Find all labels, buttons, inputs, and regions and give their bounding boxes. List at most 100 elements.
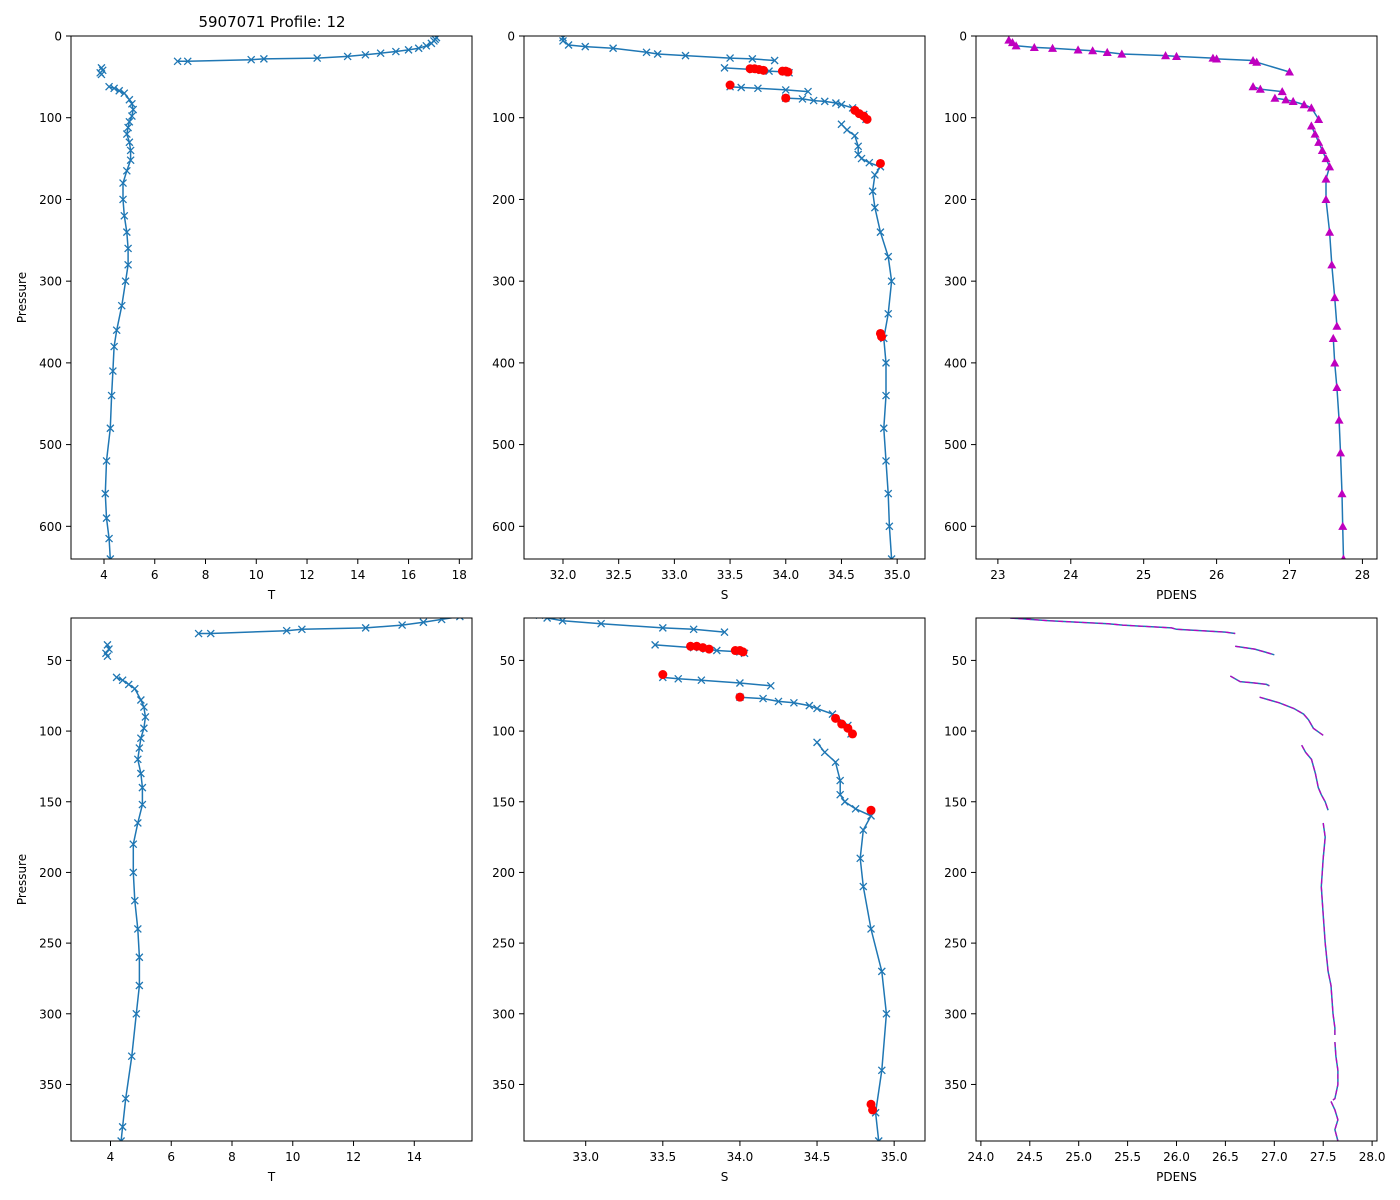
data-point-marker (559, 36, 567, 45)
series-dashed-overlay-5 (1301, 744, 1329, 811)
data-point-marker (681, 51, 690, 60)
y-tick-label: 600 (39, 520, 62, 534)
x-tick-label: 4 (107, 1150, 115, 1164)
data-point-marker (658, 623, 667, 632)
data-point-marker (805, 701, 814, 710)
panel-bottom-salinity: 33.0 33.5 34.0 34.5 35.0 50 100 150 200 250 300 350… (492, 617, 926, 1184)
data-point-marker (774, 697, 783, 706)
x-tick-label: 24.5 (1016, 1150, 1043, 1164)
x-tick-label: 32.5 (605, 568, 632, 582)
data-point-marker (1317, 145, 1327, 155)
x-tick-label: 34.5 (828, 568, 855, 582)
data-point-marker (809, 96, 818, 105)
y-tick-label: 500 (944, 438, 967, 452)
data-point-marker (1310, 129, 1320, 138)
data-point-marker (136, 696, 145, 704)
data-point-marker (877, 1066, 886, 1075)
series-dashed-overlay-8 (1330, 1101, 1339, 1141)
data-point-marker (141, 712, 150, 721)
x-tick-label: 35.0 (881, 1150, 908, 1164)
flagged-point (875, 158, 885, 168)
data-point-marker (130, 684, 139, 693)
data-point-marker (455, 618, 464, 621)
data-point-marker (882, 358, 890, 367)
data-point-marker (112, 673, 121, 682)
data-point-marker (887, 555, 896, 559)
panel-top-salinity: 32.0 32.5 33.0 33.5 34.0 34.5 35.0 0 100 200 300 40… (492, 30, 926, 602)
data-point-marker (712, 646, 721, 655)
data-point-marker (597, 619, 606, 628)
data-point-marker (124, 244, 133, 253)
data-point-marker (759, 694, 768, 703)
data-point-marker (840, 797, 849, 806)
data-point-marker (124, 260, 133, 269)
data-point-marker (1117, 49, 1127, 58)
data-point-marker (874, 1137, 883, 1141)
data-point-marker (122, 228, 131, 237)
data-point-marker (1212, 54, 1222, 63)
data-point-marker (122, 166, 131, 175)
flagged-point (658, 670, 668, 680)
data-point-marker (132, 1009, 141, 1018)
y-tick-label: 50 (47, 654, 62, 668)
data-point-marker (1011, 41, 1021, 50)
panel-top-density: 23 24 25 26 27 28 0 100 200 300 400 500 600 PDENS (944, 30, 1378, 602)
x-tick-label: 24 (1063, 568, 1078, 582)
y-tick-label: 350 (39, 1078, 62, 1092)
data-point-marker (831, 99, 840, 107)
flagged-point (738, 647, 748, 657)
data-point-marker (103, 652, 112, 661)
x-tick-label: 27.0 (1261, 1150, 1288, 1164)
data-point-marker (183, 57, 192, 66)
data-point-marker (427, 39, 436, 48)
x-axis-label: PDENS (1156, 1170, 1197, 1184)
x-tick-label: 25.5 (1114, 1150, 1141, 1164)
data-point-marker (97, 70, 106, 79)
data-point-marker (1337, 489, 1347, 498)
data-point-marker (404, 45, 413, 54)
data-layer (101, 618, 464, 1141)
x-tick-label: 14 (407, 1150, 422, 1164)
data-point-marker (1314, 114, 1324, 123)
y-tick-label: 200 (492, 193, 515, 207)
data-point-marker (247, 55, 256, 64)
x-tick-label: 4 (100, 568, 108, 582)
y-tick-label: 250 (39, 937, 62, 951)
x-tick-label: 6 (167, 1150, 175, 1164)
x-tick-label: 6 (151, 568, 159, 582)
data-point-marker (798, 94, 807, 103)
data-layer (559, 36, 896, 559)
data-point-marker (97, 63, 106, 72)
data-point-marker (770, 56, 779, 65)
data-layer (96, 36, 441, 559)
data-point-marker (259, 54, 268, 63)
data-point-marker (867, 925, 875, 933)
data-point-marker (581, 42, 590, 51)
y-tick-label: 200 (492, 866, 515, 880)
x-tick-label: 33.5 (649, 1150, 676, 1164)
data-point-marker (414, 44, 423, 53)
data-point-marker (1321, 154, 1331, 163)
data-point-marker (129, 105, 138, 114)
flagged-point (686, 641, 696, 651)
y-tick-label: 300 (492, 1007, 515, 1021)
data-point-marker (398, 621, 407, 630)
series-dashed-overlay-1 (1010, 618, 1236, 635)
data-point-marker (139, 724, 148, 733)
data-point-marker (173, 57, 182, 66)
data-point-marker (813, 738, 821, 747)
data-point-marker (766, 681, 775, 690)
data-point-marker (107, 391, 116, 400)
x-tick-label: 28 (1355, 568, 1370, 582)
data-point-marker (101, 489, 110, 498)
y-tick-label: 200 (944, 193, 967, 207)
data-point-marker (110, 84, 119, 93)
data-point-marker (1048, 43, 1058, 52)
data-point-marker (735, 679, 744, 687)
data-point-marker (564, 41, 573, 49)
data-point-marker (559, 36, 567, 42)
data-point-marker (884, 252, 893, 261)
x-tick-label: 34.0 (727, 1150, 754, 1164)
data-point-marker (879, 424, 888, 433)
